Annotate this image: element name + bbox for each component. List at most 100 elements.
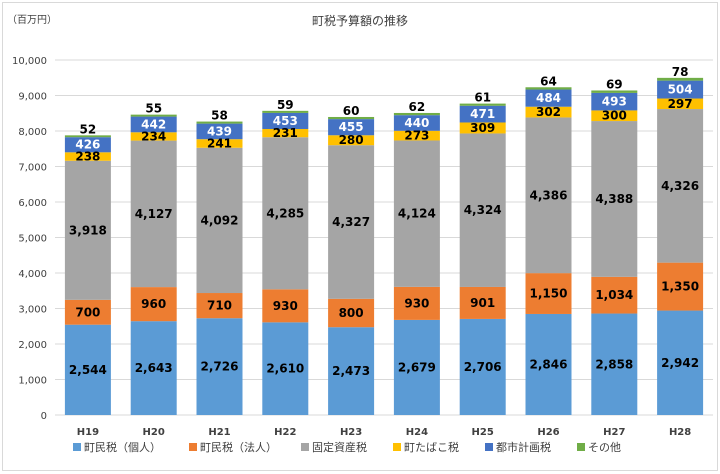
data-label: 55 [145, 102, 162, 116]
bar-segment [262, 137, 309, 290]
data-label: 2,544 [69, 363, 107, 377]
data-label: 2,610 [266, 362, 304, 376]
data-label: 442 [141, 117, 166, 131]
legend-label: 都市計画税 [496, 440, 551, 454]
bar-segment [657, 98, 704, 110]
legend-swatch [393, 443, 401, 451]
data-label: 960 [141, 297, 166, 311]
bar-segment [196, 139, 243, 148]
bar-segment [393, 112, 440, 116]
y-tick-label: 7,000 [18, 163, 47, 174]
y-tick-label: 8,000 [18, 127, 47, 138]
data-label: 234 [141, 129, 166, 143]
data-label: 58 [211, 109, 228, 123]
bar-segment [591, 121, 638, 277]
data-label: 4,127 [135, 207, 173, 221]
legend-swatch [189, 443, 197, 451]
data-label: 238 [75, 150, 100, 164]
data-label: 297 [668, 97, 693, 111]
data-label: 309 [470, 121, 495, 135]
y-tick-label: 0 [41, 411, 47, 422]
bar-segment [328, 145, 375, 299]
data-label: 280 [339, 133, 364, 147]
data-label: 2,706 [464, 360, 502, 374]
y-tick-label: 1,000 [18, 376, 47, 387]
bar-segment [591, 92, 638, 111]
data-label: 901 [470, 296, 495, 310]
legend-swatch [73, 443, 81, 451]
y-tick-label: 2,000 [18, 340, 47, 351]
data-label: 471 [470, 107, 495, 121]
data-label: 2,942 [661, 356, 699, 370]
bar-segment [393, 130, 440, 141]
data-label: 2,473 [332, 364, 370, 378]
x-tick-label: H19 [77, 427, 99, 438]
bar-segment [130, 116, 177, 133]
legend-label: 町民税（法人） [200, 440, 277, 454]
bar-segment [591, 313, 638, 415]
data-label: 453 [273, 114, 298, 128]
stacked-bar-chart: （百万円） 町税予算額の推移 0 1,000 2,000 3,000 4,000 5,00… [7, 13, 713, 454]
data-label: 440 [404, 116, 429, 130]
legend-label: 固定資産税 [312, 440, 367, 454]
bar-segment [591, 90, 638, 93]
bar-segment [525, 273, 572, 314]
bar-segment [525, 89, 572, 107]
x-tick-label: H27 [603, 427, 625, 438]
y-axis: 0 1,000 2,000 3,000 4,000 5,000 6,000 7,000 8,00… [12, 56, 47, 422]
data-label: 273 [404, 129, 429, 143]
data-label: 4,386 [530, 188, 568, 202]
bar-segment [328, 327, 375, 415]
bar-segment [328, 298, 375, 328]
bar-segment [262, 112, 309, 130]
bar-segment [130, 114, 177, 117]
data-label: 59 [277, 98, 294, 112]
bar-segment [64, 135, 111, 138]
bar-segment [591, 276, 638, 314]
bar-segment [262, 129, 309, 138]
data-label: 61 [474, 91, 491, 105]
y-tick-label: 5,000 [18, 234, 47, 245]
y-tick-label: 3,000 [18, 305, 47, 316]
bar-segment [459, 286, 506, 319]
data-label: 930 [404, 296, 429, 310]
bar-segment [64, 324, 111, 415]
bar-segment [196, 318, 243, 415]
data-label: 484 [536, 91, 561, 105]
bar-segment [262, 289, 309, 323]
legend-label: 町民税（個人） [84, 440, 161, 454]
x-tick-label: H20 [143, 427, 165, 438]
bar-segment [657, 310, 704, 415]
bar-segment [64, 152, 111, 161]
data-label: 1,150 [530, 287, 568, 301]
data-label: 60 [343, 104, 360, 118]
bar-segment [262, 110, 309, 113]
data-label: 1,034 [595, 288, 633, 302]
bar-segment [591, 110, 638, 122]
data-label: 2,858 [595, 357, 633, 371]
bar-segment [64, 160, 111, 300]
bar-segment [196, 293, 243, 319]
data-label: 426 [75, 138, 100, 152]
data-label: 439 [207, 124, 232, 138]
legend-swatch [485, 443, 493, 451]
bar-segment [64, 299, 111, 325]
bar-segment [459, 318, 506, 415]
data-label: 493 [602, 95, 627, 109]
bar-segment [130, 132, 177, 141]
bar-segment [196, 147, 243, 294]
legend: 町民税（個人） 町民税（法人） 固定資産税 町たばこ税 都市計画税 その他 [73, 440, 621, 454]
legend-label: 町たばこ税 [404, 440, 459, 454]
bar-segment [196, 121, 243, 124]
data-label: 800 [339, 306, 364, 320]
bar-segment [525, 117, 572, 274]
data-label: 1,350 [661, 280, 699, 294]
y-tick-label: 4,000 [18, 269, 47, 280]
bar-segment [393, 319, 440, 415]
bar-segment [657, 262, 704, 311]
data-label: 4,388 [595, 192, 633, 206]
bar-segment [130, 287, 177, 322]
bar-segment [196, 123, 243, 140]
bar-segment [657, 109, 704, 263]
x-tick-label: H21 [208, 427, 230, 438]
